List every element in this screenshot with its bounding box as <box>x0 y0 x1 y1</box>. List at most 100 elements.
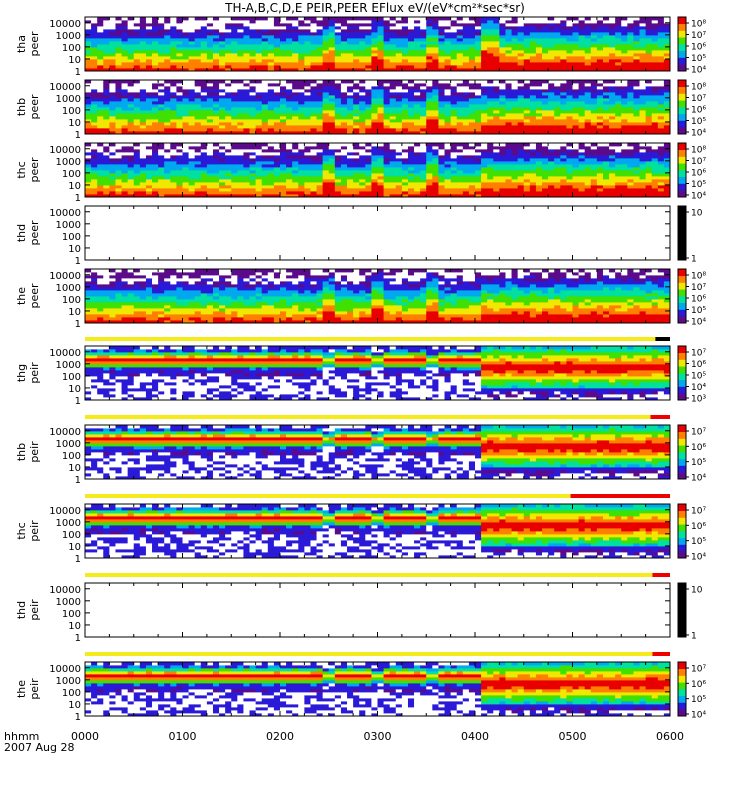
spectrogram-cell <box>347 38 354 42</box>
spectrogram-cell <box>651 92 659 96</box>
spectrogram-cell <box>584 104 592 108</box>
spectrogram-cell <box>145 131 153 135</box>
spectrogram-cell <box>395 65 403 69</box>
spectrogram-cell <box>499 110 506 114</box>
spectrogram-cell <box>145 20 153 24</box>
spectrogram-cell <box>505 122 512 126</box>
spectrogram-cell <box>304 26 311 30</box>
spectrogram-cell <box>456 146 464 150</box>
spectrogram-cell <box>444 44 452 48</box>
spectrogram-cell <box>170 131 177 135</box>
spectrogram-cell <box>371 158 378 162</box>
spectrogram-cell <box>414 95 421 99</box>
spectrogram-cell <box>487 50 494 54</box>
spectrogram-cell <box>212 179 220 183</box>
colorbar-swatch <box>678 69 686 72</box>
spectrogram-cell <box>200 29 208 33</box>
spectrogram-cell <box>322 86 330 90</box>
spectrogram-cell <box>182 26 189 30</box>
spectrogram-cell <box>505 23 512 27</box>
spectrogram-cell <box>91 56 98 60</box>
spectrogram-cell <box>225 164 232 168</box>
spectrogram-cell <box>152 17 159 21</box>
spectrogram-cell <box>347 23 354 27</box>
spectrogram-cell <box>237 65 244 69</box>
spectrogram-cell <box>200 38 208 42</box>
spectrogram-cell <box>487 23 494 27</box>
spectrogram-cell <box>219 95 226 99</box>
spectrogram-cell <box>462 59 470 63</box>
spectrogram-cell <box>450 86 458 90</box>
spectrogram-cell <box>212 116 220 120</box>
spectrogram-cell <box>511 47 519 51</box>
spectrogram-cell <box>615 62 622 66</box>
spectrogram-cell <box>347 101 354 105</box>
spectrogram-cell <box>267 29 275 33</box>
spectrogram-cell <box>158 143 165 147</box>
spectrogram-cell <box>212 56 220 60</box>
spectrogram-cell <box>542 17 549 21</box>
spectrogram-cell <box>475 89 482 93</box>
spectrogram-cell <box>91 110 98 114</box>
spectrogram-cell <box>237 38 244 42</box>
spectrogram-cell <box>414 188 421 192</box>
spectrogram-cell <box>566 119 573 123</box>
spectrogram-cell <box>310 89 317 93</box>
spectrogram-cell <box>176 119 183 123</box>
spectrogram-cell <box>499 155 506 159</box>
spectrogram-cell <box>322 113 330 117</box>
spectrogram-cell <box>280 107 287 111</box>
spectrogram-cell <box>548 125 555 129</box>
spectrogram-cell <box>359 194 366 198</box>
spectrogram-cell <box>365 164 372 168</box>
spectrogram-cell <box>481 59 488 63</box>
spectrogram-cell <box>511 185 519 189</box>
spectrogram-cell <box>395 53 403 57</box>
spectrogram-cell <box>139 44 147 48</box>
spectrogram-cell <box>481 20 488 24</box>
spectrogram-cell <box>91 23 98 27</box>
spectrogram-cell <box>432 47 439 51</box>
spectrogram-cell <box>401 44 409 48</box>
spectrogram-cell <box>493 104 500 108</box>
spectrogram-cell <box>414 53 421 57</box>
spectrogram-cell <box>164 119 171 123</box>
spectrogram-cell <box>139 20 147 24</box>
spectrogram-cell <box>334 179 342 183</box>
spectrogram-cell <box>97 26 104 30</box>
spectrogram-cell <box>560 104 567 108</box>
spectrogram-cell <box>145 116 153 120</box>
spectrogram-cell <box>462 83 470 87</box>
colorbar-swatch <box>678 41 686 43</box>
spectrogram-cell <box>444 92 452 96</box>
spectrogram-cell <box>231 116 238 120</box>
spectrogram-cell <box>517 155 525 159</box>
spectrogram-cell <box>212 176 220 180</box>
spectrogram-cell <box>249 47 257 51</box>
spectrogram-cell <box>243 155 250 159</box>
spectrogram-cell <box>414 35 421 39</box>
spectrogram-cell <box>273 44 281 48</box>
spectrogram-cell <box>182 107 189 111</box>
spectrogram-cell <box>280 47 287 51</box>
spectrogram-cell <box>462 152 470 156</box>
spectrogram-cell <box>188 107 196 111</box>
spectrogram-cell <box>212 182 220 186</box>
spectrogram-cell <box>170 95 177 99</box>
spectrogram-cell <box>316 44 324 48</box>
spectrogram-cell <box>438 59 445 63</box>
spectrogram-cell <box>298 191 305 195</box>
spectrogram-cell <box>462 173 470 177</box>
spectrogram-cell <box>462 122 470 126</box>
spectrogram-cell <box>206 182 214 186</box>
spectrogram-cell <box>633 80 640 84</box>
spectrogram-cell <box>212 29 220 33</box>
spectrogram-cell <box>535 20 543 24</box>
spectrogram-cell <box>267 176 275 180</box>
spectrogram-cell <box>182 23 189 27</box>
spectrogram-cell <box>298 194 305 198</box>
spectrogram-cell <box>347 152 354 156</box>
spectrogram-cell <box>487 83 494 87</box>
spectrogram-cell <box>444 35 452 39</box>
spectrogram-cell <box>182 32 189 36</box>
